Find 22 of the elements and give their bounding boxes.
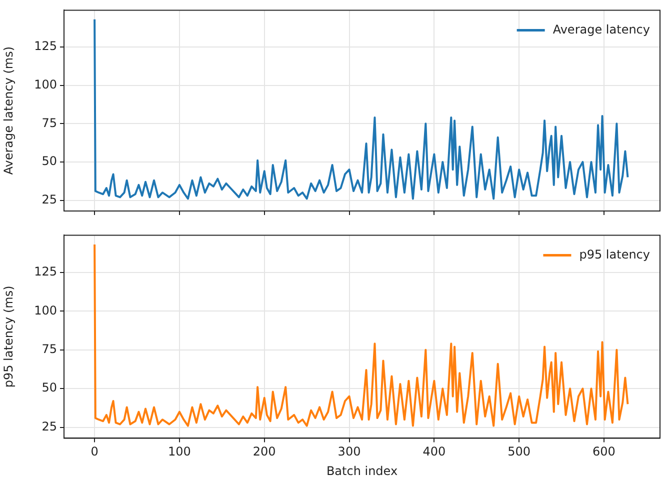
x-axis-title: Batch index: [326, 464, 398, 478]
y-tick-label: 50: [42, 154, 57, 168]
y-axis-title: p95 latency (ms): [1, 286, 16, 388]
y-tick-label: 100: [34, 303, 57, 318]
legend-label: Average latency: [552, 22, 650, 36]
x-tick-label: 100: [168, 444, 191, 459]
y-tick-label: 100: [34, 77, 57, 92]
y-tick-label: 75: [42, 342, 57, 356]
x-tick-label: 400: [422, 444, 446, 459]
y-tick-label: 50: [42, 380, 57, 395]
x-tick-label: 200: [252, 444, 276, 459]
y-axis-title: Average latency (ms): [1, 46, 16, 175]
y-tick-label: 125: [34, 39, 57, 54]
x-tick-label: 500: [508, 444, 531, 459]
y-tick-label: 25: [42, 419, 57, 434]
x-tick-label: 300: [338, 444, 361, 459]
y-tick-label: 75: [42, 116, 57, 130]
y-tick-label: 25: [42, 192, 57, 206]
legend-label: p95 latency: [579, 247, 650, 262]
y-tick-label: 125: [34, 264, 57, 279]
x-tick-label: 0: [90, 444, 98, 459]
x-tick-label: 600: [592, 444, 616, 459]
